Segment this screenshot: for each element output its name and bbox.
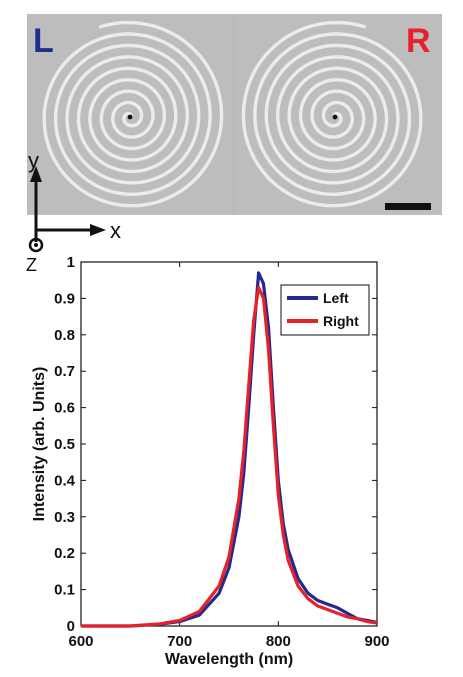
scale-bar — [385, 203, 431, 210]
x-tick-label: 700 — [167, 633, 192, 650]
y-tick-label: 0 — [67, 618, 75, 635]
y-tick-label: 0.6 — [54, 400, 75, 417]
sem-image-panel: L R — [27, 14, 442, 215]
z-dot-icon — [34, 243, 38, 247]
right-handed-label: R — [406, 22, 431, 60]
legend: Left Right — [280, 284, 370, 336]
left-spiral-groove — [42, 20, 224, 208]
y-axis-label: y — [28, 148, 39, 173]
series-line-left — [81, 271, 378, 628]
axis-ticks: 600 700 800 900 0 0.1 0.2 0.3 0.4 0.5 0.6 0.7 0.8 0.9… — [54, 254, 389, 650]
left-handed-label: L — [33, 22, 54, 60]
right-spiral-center-hole — [332, 114, 338, 120]
x-axis-title: Wavelength (nm) — [165, 651, 293, 668]
x-axis-label: x — [110, 218, 121, 243]
y-tick-label: 0.7 — [54, 363, 75, 380]
y-tick-label: 0.2 — [54, 545, 75, 562]
y-tick-label: 1 — [67, 254, 75, 271]
y-tick-label: 0.3 — [54, 509, 75, 526]
legend-label-right: Right — [323, 313, 359, 329]
y-tick-label: 0.9 — [54, 290, 75, 307]
y-arrow-head — [30, 166, 42, 182]
left-spiral-center-hole — [127, 114, 133, 120]
y-tick-label: 0.4 — [54, 472, 76, 489]
legend-label-left: Left — [323, 290, 349, 306]
right-spiral-image — [241, 20, 423, 208]
z-axis-label: Z — [26, 255, 37, 275]
spectrum-chart: 600 700 800 900 0 0.1 0.2 0.3 0.4 0.5 0.6 0.7 0.8 0.9… — [31, 254, 390, 668]
legend-box — [280, 284, 370, 336]
y-axis-title: Intensity (arb. Units) — [31, 367, 48, 522]
x-tick-label: 900 — [364, 633, 389, 650]
right-spiral-groove — [241, 20, 423, 208]
y-tick-label: 0.5 — [54, 436, 75, 453]
z-out-of-plane-icon — [28, 237, 44, 253]
series-line-right — [81, 285, 378, 628]
series-layer — [81, 271, 378, 628]
y-tick-label: 0.1 — [54, 582, 75, 599]
x-tick-label: 600 — [68, 633, 93, 650]
y-tick-label: 0.8 — [54, 327, 75, 344]
x-arrow-head — [90, 224, 106, 236]
coordinate-axes-inset: y x Z — [26, 148, 121, 275]
x-tick-label: 800 — [266, 633, 291, 650]
left-spiral-image — [42, 20, 224, 208]
